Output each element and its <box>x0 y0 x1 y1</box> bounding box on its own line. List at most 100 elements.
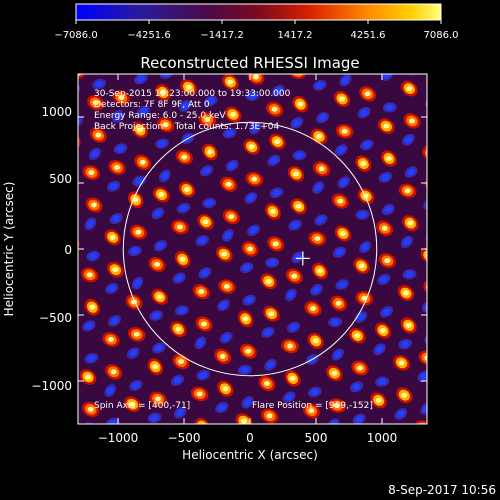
intensity-blob-low-core <box>129 349 137 357</box>
intensity-blob-low-core <box>176 409 184 417</box>
intensity-blob-low-core <box>289 324 298 331</box>
intensity-blob-core <box>66 342 72 347</box>
colorbar-tick-label: 7086.0 <box>424 30 459 41</box>
intensity-blob-core <box>91 202 98 208</box>
intensity-blob-low-core <box>64 154 74 163</box>
intensity-blob-mid <box>348 430 364 446</box>
intensity-blob-low-core <box>341 76 350 84</box>
intensity-blob-core <box>333 403 340 409</box>
intensity-blob-low-core <box>139 107 148 115</box>
intensity-blob-mid <box>421 352 427 363</box>
intensity-blob-low-core <box>352 383 361 391</box>
intensity-blob-core <box>241 418 248 424</box>
intensity-blob-core <box>404 188 411 194</box>
y-tick-label: 0 <box>64 243 72 257</box>
intensity-blob-low-core <box>362 141 371 149</box>
intensity-blob-core <box>152 364 159 370</box>
intensity-blob-low-core <box>314 183 322 192</box>
intensity-blob-core <box>92 100 99 106</box>
intensity-blob-core <box>88 170 95 176</box>
intensity-blob-low-core <box>158 140 167 147</box>
intensity-blob-low-core <box>225 130 234 137</box>
intensity-blob-low-core <box>219 301 228 309</box>
flare-cross-marker <box>295 251 310 266</box>
intensity-blob-low-core <box>397 410 405 418</box>
intensity-blob-core <box>406 86 413 92</box>
intensity-blob-low-core <box>358 211 367 218</box>
intensity-blob-core <box>401 392 408 398</box>
intensity-blob-core <box>420 425 426 430</box>
intensity-blob-low-core <box>205 200 214 207</box>
intensity-blob-low-core <box>355 415 363 423</box>
intensity-blob-low-core <box>156 242 165 250</box>
intensity-blob-core <box>162 122 169 128</box>
intensity-blob-low-core <box>61 360 70 368</box>
intensity-blob-low-core <box>65 289 75 298</box>
intensity-blob-low-core <box>162 74 171 77</box>
intensity-blob-low-core <box>130 247 139 254</box>
intensity-blob-low-core <box>106 386 114 395</box>
intensity-blob-low-core <box>112 215 120 222</box>
intensity-blob-low-core <box>249 226 258 234</box>
annotation-detectors: Detectors: 7F 8F 9F, Att 0 <box>94 100 210 110</box>
intensity-blob-low-core <box>161 172 169 180</box>
intensity-blob-low-core <box>85 322 93 330</box>
intensity-blob-core <box>112 267 119 273</box>
intensity-blob-core <box>222 386 229 392</box>
axis-ticks <box>78 74 427 424</box>
intensity-blob-core <box>312 338 319 344</box>
intensity-blob-core <box>229 111 236 117</box>
intensity-blob-core <box>178 359 185 365</box>
intensity-blob-low <box>216 432 233 447</box>
intensity-blob-low-core <box>287 426 296 433</box>
intensity-blob-core <box>219 353 226 359</box>
intensity-blob-core <box>274 139 281 145</box>
intensity-blob-core <box>224 284 231 290</box>
intensity-blob-low-core <box>383 74 391 79</box>
colorbar-tick-label: −1417.2 <box>200 30 243 41</box>
intensity-blob-low-core <box>408 65 418 74</box>
intensity-blob-core <box>251 176 258 182</box>
intensity-blob-core <box>295 203 302 209</box>
intensity-blob-low-core <box>248 92 257 99</box>
intensity-blob-outer <box>54 403 76 426</box>
intensity-blob-core <box>408 118 415 124</box>
intensity-blob-low-core <box>202 167 211 175</box>
colorbar-tick-label: −4251.6 <box>127 30 170 41</box>
intensity-blob-core <box>133 331 140 337</box>
intensity-blob-low-core <box>429 130 439 140</box>
intensity-blob-core <box>184 186 191 192</box>
intensity-blob-low-core <box>132 382 140 389</box>
intensity-blob-low <box>61 151 78 167</box>
intensity-blob-low-core <box>87 220 94 228</box>
intensity-blob-low-core <box>173 377 182 384</box>
intensity-blob-core <box>385 155 392 161</box>
intensity-blob-core <box>264 381 271 387</box>
intensity-blob-core <box>177 224 184 230</box>
intensity-blob-core <box>118 95 125 101</box>
intensity-blob-low-core <box>201 269 209 277</box>
intensity-blob-core <box>227 79 234 85</box>
y-tick-label: 500 <box>49 172 72 186</box>
y-axis-label: Heliocentric Y (arcsec) <box>2 182 16 317</box>
intensity-blob-low-core <box>220 435 230 444</box>
intensity-blob-core <box>356 365 363 371</box>
intensity-blob-low-core <box>89 252 98 260</box>
colorbar-ticks <box>75 20 442 24</box>
intensity-blob-low-core <box>335 249 344 256</box>
intensity-blob-low-core <box>337 146 345 154</box>
colorbar: −7086.0 −4251.6 −1417.2 1417.2 4251.6 70… <box>54 3 459 41</box>
intensity-blob-core <box>308 408 315 414</box>
intensity-blob-core <box>314 236 321 242</box>
intensity-blob-core <box>175 326 182 332</box>
intensity-blob-outer <box>426 76 427 91</box>
intensity-blob-core <box>379 328 386 334</box>
intensity-blob-core <box>353 435 359 440</box>
intensity-blob-core <box>228 214 235 220</box>
colorbar-tick-label: 4251.6 <box>351 30 386 41</box>
intensity-blob-core <box>154 261 161 267</box>
intensity-blob-low-core <box>110 317 119 325</box>
intensity-blob-core <box>266 413 273 419</box>
intensity-blob-low-core <box>175 274 183 282</box>
intensity-blob-low-core <box>310 388 319 396</box>
